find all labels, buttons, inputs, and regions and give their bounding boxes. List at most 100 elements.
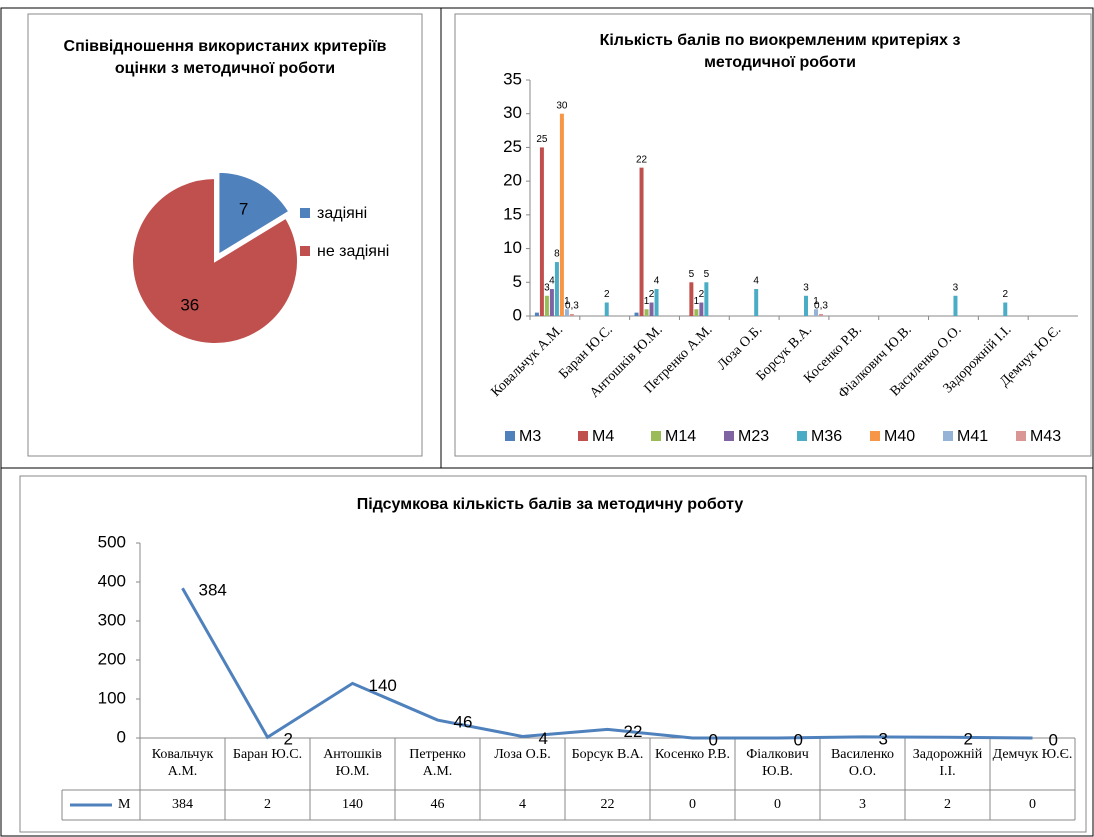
bar — [689, 282, 694, 316]
data-label: 0,3 — [565, 301, 579, 312]
legend-swatch — [943, 431, 953, 441]
data-label: 2 — [699, 289, 705, 300]
outer-frame — [0, 7, 1094, 837]
data-label: 3 — [879, 729, 888, 748]
data-label: 1 — [813, 296, 819, 307]
bar — [644, 309, 649, 316]
y-tick-label: 10 — [503, 238, 522, 257]
x-tick-label: Косенко Р.В. — [654, 747, 731, 762]
line — [181, 587, 1033, 740]
legend-label: M4 — [592, 428, 614, 445]
bar — [804, 295, 808, 316]
bar — [544, 295, 549, 316]
bar — [634, 312, 639, 316]
legend-label: М — [118, 797, 131, 812]
legend-label: M41 — [957, 428, 988, 445]
data-label: 5 — [689, 269, 695, 280]
data-label: 2 — [649, 289, 655, 300]
table-value: 22 — [601, 797, 615, 812]
data-label: 36 — [180, 295, 199, 314]
chart-title: Підсумкова кількість балів за методичну … — [356, 496, 744, 513]
bar — [654, 289, 659, 316]
legend-swatch — [1016, 431, 1026, 441]
x-tick-label: Борсук В.А. — [571, 747, 644, 762]
legend-label: M40 — [884, 428, 915, 445]
data-label: 0 — [1049, 730, 1058, 749]
y-tick-label: 20 — [503, 171, 522, 190]
table-value: 0 — [774, 797, 781, 812]
table-value: 0 — [1029, 797, 1036, 812]
y-tick-label: 500 — [98, 532, 126, 551]
y-tick-label: 100 — [98, 688, 126, 707]
data-label: 4 — [753, 276, 759, 287]
legend-label: M43 — [1030, 428, 1061, 445]
bar — [569, 313, 574, 316]
chart-title-box: Кількість балів по виокремленим критерія… — [599, 32, 961, 71]
data-label: 2 — [284, 730, 293, 749]
x-tick-label: Лоза О.Б. — [494, 747, 551, 762]
y-tick-label: 35 — [503, 69, 522, 88]
bar — [539, 147, 544, 316]
legend-swatch — [870, 431, 880, 441]
x-tick-label: Задорожній І.І. — [912, 747, 983, 779]
data-label: 0,3 — [814, 301, 828, 312]
x-tick-label: Антошків Ю.М. — [323, 747, 382, 779]
y-tick-label: 0 — [117, 727, 126, 746]
chart-title: Кількість балів по виокремленим критерія… — [599, 32, 961, 71]
chart-frame — [19, 475, 1087, 833]
y-tick-label: 300 — [98, 610, 126, 629]
bar — [639, 167, 644, 316]
data-label: 4 — [539, 729, 548, 748]
legend-swatch — [300, 208, 310, 218]
table-value: 2 — [944, 797, 951, 812]
legend-swatch — [797, 431, 807, 441]
bar — [554, 262, 559, 316]
data-label: 140 — [369, 676, 397, 695]
legend-label: M14 — [665, 428, 696, 445]
data-label: 5 — [704, 269, 710, 280]
bar — [1003, 302, 1008, 316]
table-value: 140 — [342, 797, 363, 812]
bar — [559, 113, 564, 316]
table-value: 4 — [519, 797, 526, 812]
data-label: 8 — [554, 249, 560, 260]
table-value: 46 — [431, 797, 445, 812]
legend-label: задіяні — [317, 205, 367, 222]
legend-swatch — [300, 246, 310, 256]
chart-title: Співвідношення використаних критеріїв оц… — [63, 38, 387, 77]
bar — [534, 312, 539, 316]
bar — [819, 313, 823, 316]
chart-title-box: Підсумкова кількість балів за методичну … — [356, 496, 744, 513]
data-label: 2 — [964, 730, 973, 749]
data-label: 46 — [454, 713, 473, 732]
bar — [604, 302, 609, 316]
data-label: 384 — [199, 581, 227, 600]
chart-title-box: Співвідношення використаних критеріїв оц… — [63, 38, 387, 77]
data-label: 25 — [536, 134, 548, 145]
data-label: 1 — [564, 296, 570, 307]
bar — [953, 295, 958, 316]
pie-slice — [131, 176, 299, 345]
data-label: 0 — [709, 730, 718, 749]
y-tick-label: 0 — [513, 305, 522, 324]
x-tick-label-box: Ковальчук А.М. — [152, 747, 214, 779]
bar — [564, 309, 569, 316]
y-tick-label: 30 — [503, 103, 522, 122]
table-value: 3 — [859, 797, 866, 812]
data-label: 3 — [803, 282, 809, 293]
pie-slice — [217, 170, 291, 257]
x-tick-label-box: Фіалкович Ю.В. — [746, 747, 809, 779]
x-tick-label: Фіалкович Ю.В. — [746, 747, 809, 779]
data-label: 30 — [556, 100, 568, 111]
y-tick-label: 15 — [503, 204, 522, 223]
legend-swatch — [724, 431, 734, 441]
legend-label: M36 — [811, 428, 842, 445]
data-label: 3 — [544, 282, 550, 293]
data-label: 4 — [549, 276, 555, 287]
legend-label: не задіяні — [317, 243, 389, 260]
legend-swatch — [578, 431, 588, 441]
x-tick-label-box: Борсук В.А. — [571, 747, 644, 762]
x-tick-label-box: Антошків Ю.М. — [323, 747, 382, 779]
legend-swatch — [505, 431, 515, 441]
